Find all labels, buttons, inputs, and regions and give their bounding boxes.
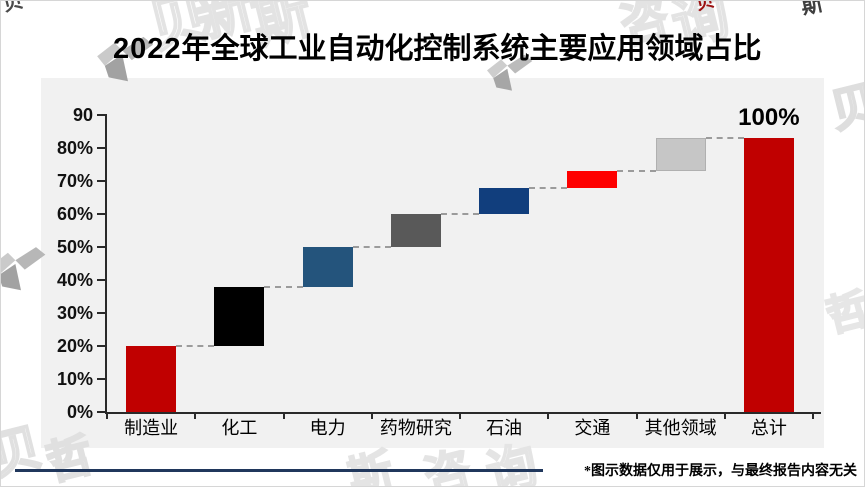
y-axis-tick-label: 70% — [56, 171, 93, 191]
bar-power — [302, 247, 353, 287]
y-axis-tick-mark — [97, 246, 107, 248]
y-axis-tick-mark — [97, 345, 107, 347]
x-axis-tick-mark — [723, 412, 726, 419]
y-axis-tick-mark — [97, 180, 107, 182]
bar-total — [743, 138, 794, 412]
bar-manufacturing — [126, 346, 177, 412]
y-axis-line — [105, 115, 107, 414]
x-axis-tick-mark — [194, 412, 197, 419]
y-axis-tick-mark — [97, 213, 107, 215]
y-axis-tick-label: 30% — [56, 303, 93, 323]
y-axis-tick-mark — [97, 378, 107, 380]
y-axis-tick-label: 80% — [56, 138, 93, 158]
y-axis-tick-mark — [97, 411, 107, 413]
y-axis-tick-mark — [97, 312, 107, 314]
category-label-petroleum: 石油 — [486, 418, 523, 438]
y-axis-tick-mark — [97, 114, 107, 116]
footer-divider-line — [15, 469, 543, 472]
total-value-label: 100% — [738, 104, 800, 131]
category-label-transport: 交通 — [574, 418, 611, 438]
category-label-power: 电力 — [309, 418, 346, 438]
y-axis-tick-mark — [97, 147, 107, 149]
bar-petroleum — [479, 187, 530, 214]
category-label-chemical: 化工 — [221, 418, 258, 438]
waterfall-connector — [352, 246, 391, 248]
x-axis-tick-mark — [635, 412, 638, 419]
bar-transport — [567, 171, 618, 188]
y-axis-tick-mark — [97, 279, 107, 281]
y-axis-tick-label: 40% — [56, 270, 93, 290]
y-axis-tick-label: 90 — [72, 105, 93, 125]
waterfall-connector — [176, 345, 215, 347]
footnote-disclaimer: *图示数据仅用于展示，与最终报告内容无关 — [584, 464, 857, 479]
x-axis-tick-mark — [282, 412, 285, 419]
bar-other-fields — [655, 138, 706, 172]
y-axis-tick-label: 10% — [56, 369, 93, 389]
waterfall-connector — [705, 137, 744, 140]
y-axis-tick-label: 20% — [56, 336, 93, 356]
chart-title-text: 年全球工业自动化控制系统主要应用领域占比 — [181, 33, 762, 65]
x-axis-tick-mark — [370, 412, 373, 419]
bar-chemical — [214, 286, 265, 346]
chart-title-year: 2022 — [113, 33, 182, 65]
category-label-total: 总计 — [750, 418, 787, 438]
waterfall-connector — [529, 186, 568, 189]
x-axis-tick-mark — [812, 412, 814, 419]
bar-pharma-research — [390, 214, 441, 247]
chart-title: 2022年全球工业自动化控制系统主要应用领域占比 — [113, 25, 762, 67]
waterfall-connector — [617, 170, 656, 173]
x-axis-tick-mark — [106, 412, 108, 419]
y-axis-tick-label: 60% — [56, 204, 93, 224]
waterfall-connector — [264, 285, 303, 288]
category-label-other-fields: 其他领域 — [644, 418, 717, 438]
x-axis-tick-mark — [459, 412, 461, 419]
waterfall-connector — [440, 213, 480, 215]
category-label-manufacturing: 制造业 — [124, 418, 179, 438]
y-axis-tick-label: 0% — [66, 402, 93, 422]
category-label-pharma-research: 药物研究 — [379, 418, 452, 438]
x-axis-line — [105, 412, 821, 414]
x-axis-tick-mark — [547, 412, 550, 419]
y-axis-tick-label: 50% — [56, 237, 93, 257]
